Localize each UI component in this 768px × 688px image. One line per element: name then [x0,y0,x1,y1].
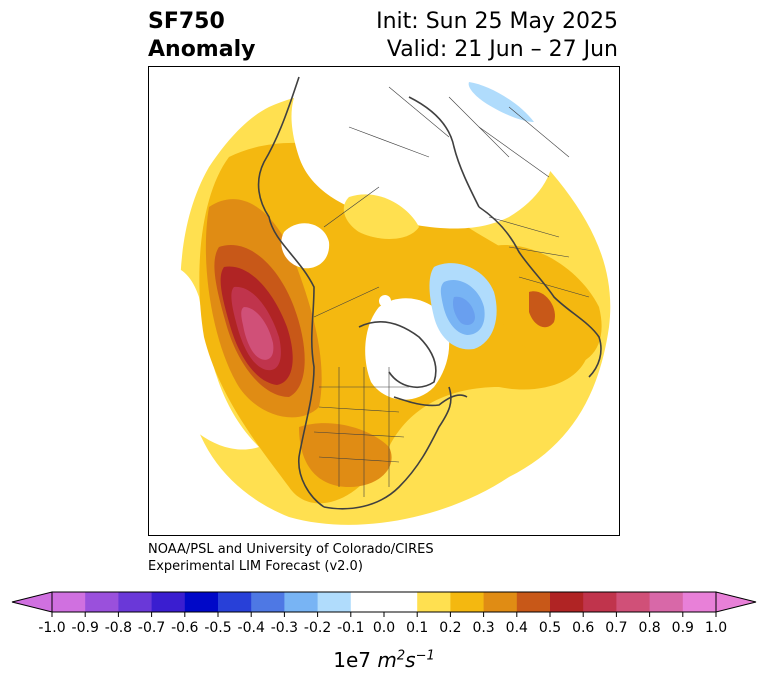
unit-prefix: 1e7 [333,648,372,672]
anomaly-contour-0.0-center [365,298,450,400]
borders [313,86,590,497]
colorbar-tick-label: 1.0 [705,620,727,636]
colorbar-tick-label: -0.4 [238,620,265,636]
map-title-block: SF750 Anomaly [148,8,255,64]
anomaly-contour-neg-0.3 [452,296,475,325]
unit-exp-1: 2 [396,648,406,664]
credit-line-2: Experimental LIM Forecast (v2.0) [148,559,363,574]
colorbar-tick-label: -0.2 [304,620,331,636]
colorbar-tick-label: -0.3 [271,620,298,636]
colorbar-cell [251,592,285,612]
credit-block: NOAA/PSL and University of Colorado/CIRE… [148,541,434,575]
colorbar-tick-label: -0.9 [72,620,99,636]
colorbar-tick-label: -0.5 [204,620,231,636]
colorbar-tick-label: 0.9 [672,620,694,636]
anomaly-contour-0.0-arctic [291,73,554,229]
colorbar-cell [52,592,86,612]
init-date: Init: Sun 25 May 2025 [376,9,618,34]
colorbar-cell [516,592,551,612]
colorbar-cell [317,592,352,612]
colorbar-unit-label: 1e7 m2s−1 [0,648,768,672]
coastlines [257,76,602,510]
colorbar-tick-label: 0.7 [605,620,627,636]
colorbar-cell [682,592,717,612]
unit-s: s [405,648,416,672]
anomaly-map-svg [149,73,611,525]
colorbar-ticks: -1.0 -0.9 -0.8 -0.7 -0.6 -0.5 -0.4 -0.3 -0.2 -0.1… [38,612,727,636]
colorbar-cell [384,592,418,612]
anomaly-title: Anomaly [148,37,256,62]
colorbar: -1.0 -0.9 -0.8 -0.7 -0.6 -0.5 -0.4 -0.3 -0.2 -0.1… [11,591,757,636]
colorbar-cell [616,592,651,612]
anomaly-map [148,66,620,536]
colorbar-cell [118,592,153,612]
anomaly-contour-0.0-dot [379,295,391,307]
anomaly-contour-neg-0.2 [440,279,485,335]
colorbar-tick-label: -0.7 [138,620,165,636]
anomaly-contour-0.3-us [299,423,392,487]
variable-title: SF750 [148,9,225,34]
colorbar-tick-label: 0.1 [406,620,428,636]
anomaly-contour-0.0-west [149,266,259,450]
colorbar-cell [417,592,451,612]
colorbar-tick-label: 0.8 [638,620,660,636]
unit-m: m [377,648,397,672]
colorbar-tick-label: 0.3 [472,620,494,636]
unit-exp-2: −1 [415,648,435,664]
colorbar-cell [284,592,319,612]
colorbar-cell [218,592,252,612]
colorbar-cell [85,592,119,612]
colorbar-cell [151,592,186,612]
colorbar-cell [184,592,219,612]
colorbar-cell [450,592,485,612]
colorbar-cell [550,592,584,612]
anomaly-contour-neg-0.1-north [468,82,534,122]
colorbar-cell [649,592,684,612]
colorbar-tick-label: -0.8 [105,620,132,636]
colorbar-tick-label: 0.6 [572,620,594,636]
colorbar-tick-label: -0.6 [171,620,198,636]
colorbar-extend-right [715,591,757,613]
colorbar-cell [583,592,617,612]
anomaly-contour-0.4-east [529,291,555,328]
colorbar-extend-left [11,591,53,613]
colorbar-tick-label: 0.2 [439,620,461,636]
colorbar-tick-label: -0.1 [337,620,364,636]
valid-date: Valid: 21 Jun – 27 Jun [386,37,618,62]
credit-line-1: NOAA/PSL and University of Colorado/CIRE… [148,542,434,557]
forecast-dates: Init: Sun 25 May 2025 Valid: 21 Jun – 27… [376,8,618,64]
colorbar-cells [52,592,717,612]
colorbar-tick-label: 0.0 [373,620,395,636]
colorbar-cell [350,592,385,612]
colorbar-tick-label: -1.0 [38,620,65,636]
anomaly-contour-0.7 [241,307,274,360]
colorbar-tick-label: 0.4 [506,620,528,636]
anomaly-contour-0.1-arctic [343,194,419,239]
colorbar-cell [483,592,518,612]
colorbar-tick-label: 0.5 [539,620,561,636]
